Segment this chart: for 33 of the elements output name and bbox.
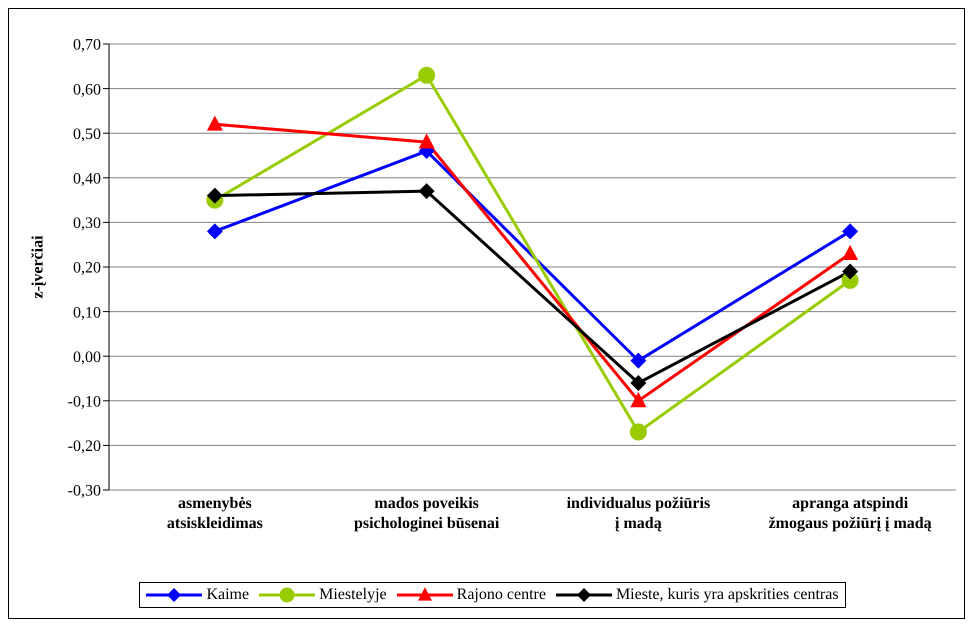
point — [206, 223, 223, 240]
point — [630, 374, 646, 391]
y-tick-label: 0,40 — [73, 170, 101, 188]
point — [630, 424, 647, 441]
x-tick-label: asmenybės atsiskleidimas — [166, 495, 263, 532]
y-tick-label: -0,10 — [68, 393, 101, 410]
point — [206, 188, 223, 204]
y-tick-label: 0,10 — [73, 304, 101, 322]
point — [418, 133, 435, 149]
legend-label: Rajono centre — [456, 586, 546, 604]
y-tick-label: 0,60 — [73, 81, 101, 98]
point — [842, 223, 858, 240]
y-tick-label: 0,00 — [73, 348, 101, 366]
point — [630, 352, 646, 369]
point — [418, 66, 436, 84]
legend-label: Mieste, kuris yra apskrities centras — [616, 586, 839, 604]
x-tick-label: mados poveikis psichologinei būsenai — [354, 495, 500, 532]
y-tick-label: 0,30 — [73, 215, 101, 232]
point — [630, 392, 646, 408]
y-axis-title: z-įverčiai — [30, 234, 47, 299]
point — [842, 244, 858, 260]
y-tick-label: -0,30 — [68, 482, 101, 500]
x-tick-label: apranga atspindi žmogaus požiūrį į madą — [768, 495, 932, 532]
y-tick-label: 0,50 — [73, 126, 101, 143]
y-tick-label: 0,70 — [73, 36, 101, 54]
x-tick-label: individualus požiūris į madą — [566, 495, 710, 532]
y-tick-label: 0,20 — [73, 260, 101, 277]
legend-label: Kaime — [206, 586, 250, 604]
point — [418, 183, 435, 200]
legend-label: Miestelyje — [319, 586, 387, 604]
point — [206, 115, 223, 131]
y-tick-label: -0,20 — [68, 438, 101, 456]
point — [842, 263, 858, 280]
